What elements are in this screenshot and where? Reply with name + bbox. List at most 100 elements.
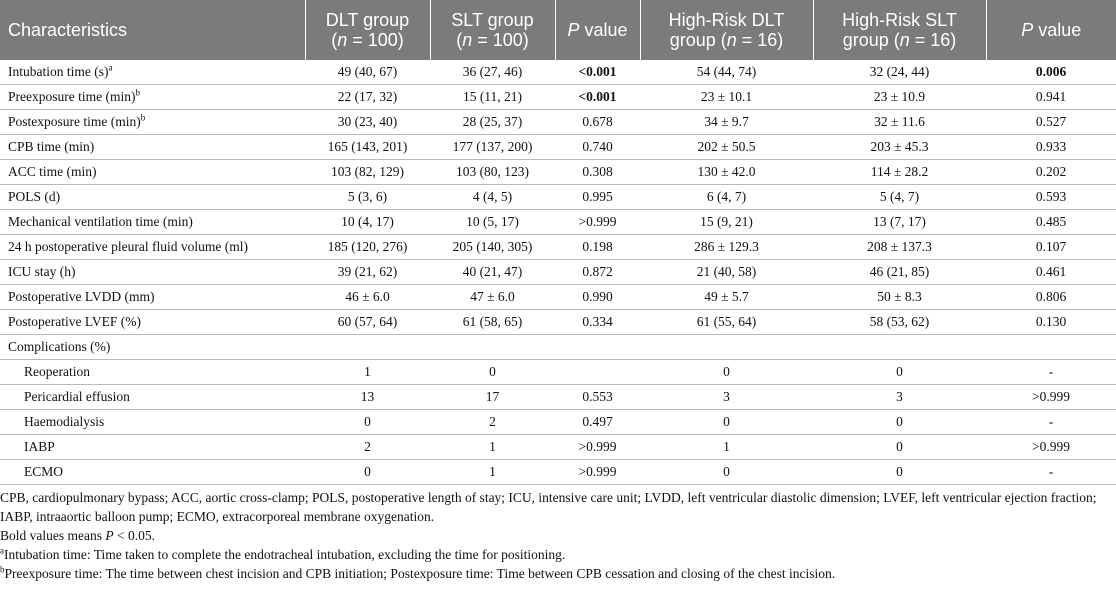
p-value-cell: 0.990 bbox=[555, 284, 640, 310]
row-label: Preexposure time (min)b bbox=[0, 84, 305, 110]
p-value-high-risk-cell: 0.806 bbox=[986, 284, 1116, 310]
dlt-group-cell: 39 (21, 62) bbox=[305, 259, 430, 285]
slt-group-cell: 1 bbox=[430, 434, 555, 460]
p-value-high-risk-cell: 0.527 bbox=[986, 109, 1116, 135]
table-row: IABP 2 1 >0.999 1 0 >0.999 bbox=[0, 434, 1116, 460]
slt-group-cell: 2 bbox=[430, 409, 555, 435]
high-risk-slt-cell: 114 ± 28.2 bbox=[813, 159, 986, 185]
high-risk-slt-cell: 208 ± 137.3 bbox=[813, 234, 986, 260]
dlt-group-cell: 165 (143, 201) bbox=[305, 134, 430, 160]
p-value-high-risk-cell: - bbox=[986, 359, 1116, 385]
table-row: Reoperation 1 0 0 0- bbox=[0, 359, 1116, 385]
table-footnotes: CPB, cardiopulmonary bypass; ACC, aortic… bbox=[0, 488, 1112, 583]
high-risk-dlt-cell: 286 ± 129.3 bbox=[640, 234, 813, 260]
dlt-group-cell: 46 ± 6.0 bbox=[305, 284, 430, 310]
high-risk-dlt-cell: 0 bbox=[640, 409, 813, 435]
row-label: 24 h postoperative pleural fluid volume … bbox=[0, 234, 305, 260]
slt-group-cell: 1 bbox=[430, 459, 555, 485]
row-label: POLS (d) bbox=[0, 184, 305, 210]
high-risk-dlt-cell: 49 ± 5.7 bbox=[640, 284, 813, 310]
table-row: POLS (d) 5 (3, 6) 4 (4, 5) 0.995 6 (4, 7) 5 (… bbox=[0, 184, 1116, 210]
high-risk-dlt-cell: 15 (9, 21) bbox=[640, 209, 813, 235]
dlt-group-cell: 2 bbox=[305, 434, 430, 460]
table-row: Intubation time (s)a 49 (40, 67) 36 (27, 4… bbox=[0, 60, 1116, 85]
header-row: Characteristics DLT group (n = 100) SLT g… bbox=[0, 0, 1116, 60]
p-value-cell: 0.995 bbox=[555, 184, 640, 210]
p-value-cell: >0.999 bbox=[555, 434, 640, 460]
high-risk-slt-cell: 0 bbox=[813, 359, 986, 385]
high-risk-slt-cell: 58 (53, 62) bbox=[813, 309, 986, 335]
high-risk-slt-cell: 32 ± 11.6 bbox=[813, 109, 986, 135]
table-row: Preexposure time (min)b 22 (17, 32) 15 (11… bbox=[0, 84, 1116, 110]
high-risk-slt-cell: 5 (4, 7) bbox=[813, 184, 986, 210]
dlt-group-cell: 0 bbox=[305, 409, 430, 435]
p-value-cell: 0.553 bbox=[555, 384, 640, 410]
high-risk-dlt-cell: 3 bbox=[640, 384, 813, 410]
table-row: Postexposure time (min)b 30 (23, 40) 28 (2… bbox=[0, 109, 1116, 135]
dlt-group-cell: 185 (120, 276) bbox=[305, 234, 430, 260]
high-risk-slt-cell: 0 bbox=[813, 459, 986, 485]
row-label: Postoperative LVDD (mm) bbox=[0, 284, 305, 310]
table-row: Postoperative LVDD (mm) 46 ± 6.0 47 ± 6.0 0… bbox=[0, 284, 1116, 310]
high-risk-dlt-cell: 61 (55, 64) bbox=[640, 309, 813, 335]
high-risk-dlt-cell: 54 (44, 74) bbox=[640, 60, 813, 85]
row-label: CPB time (min) bbox=[0, 134, 305, 160]
table-row: ACC time (min) 103 (82, 129) 103 (80, 123)… bbox=[0, 159, 1116, 185]
p-value-cell: 0.334 bbox=[555, 309, 640, 335]
header-slt-group: SLT group (n = 100) bbox=[430, 0, 556, 60]
p-value-high-risk-cell: 0.006 bbox=[986, 60, 1116, 85]
p-value-cell: <0.001 bbox=[555, 60, 640, 85]
row-label: Mechanical ventilation time (min) bbox=[0, 209, 305, 235]
bold-values-note: Bold values means P < 0.05. bbox=[0, 528, 155, 543]
high-risk-dlt-cell: 21 (40, 58) bbox=[640, 259, 813, 285]
results-table: Characteristics DLT group (n = 100) SLT g… bbox=[0, 0, 1116, 485]
p-value-high-risk-cell: 0.485 bbox=[986, 209, 1116, 235]
p-value-high-risk-cell: - bbox=[986, 409, 1116, 435]
p-value-cell: 0.497 bbox=[555, 409, 640, 435]
high-risk-slt-cell: 23 ± 10.9 bbox=[813, 84, 986, 110]
table-row: 24 h postoperative pleural fluid volume … bbox=[0, 234, 1116, 260]
slt-group-cell: 0 bbox=[430, 359, 555, 385]
dlt-group-cell: 1 bbox=[305, 359, 430, 385]
p-value-high-risk-cell: 0.202 bbox=[986, 159, 1116, 185]
high-risk-slt-cell: 32 (24, 44) bbox=[813, 60, 986, 85]
table-row: CPB time (min) 165 (143, 201) 177 (137, 20… bbox=[0, 134, 1116, 160]
row-label: Postoperative LVEF (%) bbox=[0, 309, 305, 335]
row-label: Reoperation bbox=[0, 359, 305, 385]
slt-group-cell: 4 (4, 5) bbox=[430, 184, 555, 210]
high-risk-slt-cell: 0 bbox=[813, 409, 986, 435]
high-risk-slt-cell: 50 ± 8.3 bbox=[813, 284, 986, 310]
p-value-cell: 0.740 bbox=[555, 134, 640, 160]
dlt-group-cell: 49 (40, 67) bbox=[305, 60, 430, 85]
header-high-risk-slt: High-Risk SLT group (n = 16) bbox=[813, 0, 987, 60]
header-dlt-group: DLT group (n = 100) bbox=[305, 0, 431, 60]
high-risk-dlt-cell: 130 ± 42.0 bbox=[640, 159, 813, 185]
high-risk-slt-cell: 0 bbox=[813, 434, 986, 460]
table-row: Haemodialysis 0 2 0.497 0 0- bbox=[0, 409, 1116, 435]
p-value-high-risk-cell: >0.999 bbox=[986, 384, 1116, 410]
p-value-high-risk-cell: >0.999 bbox=[986, 434, 1116, 460]
dlt-group-cell: 5 (3, 6) bbox=[305, 184, 430, 210]
row-label: ACC time (min) bbox=[0, 159, 305, 185]
table-row: Mechanical ventilation time (min) 10 (4, … bbox=[0, 209, 1116, 235]
dlt-group-cell: 0 bbox=[305, 459, 430, 485]
slt-group-cell: 61 (58, 65) bbox=[430, 309, 555, 335]
table-row: ECMO 0 1 >0.999 0 0- bbox=[0, 459, 1116, 485]
row-label: Pericardial effusion bbox=[0, 384, 305, 410]
footnote-a: aIntubation time: Time taken to complete… bbox=[0, 545, 566, 562]
slt-group-cell: 40 (21, 47) bbox=[430, 259, 555, 285]
p-value-high-risk-cell: 0.130 bbox=[986, 309, 1116, 335]
abbreviations-note: CPB, cardiopulmonary bypass; ACC, aortic… bbox=[0, 490, 1097, 524]
high-risk-dlt-cell: 0 bbox=[640, 459, 813, 485]
high-risk-dlt-cell: 23 ± 10.1 bbox=[640, 84, 813, 110]
dlt-group-cell: 22 (17, 32) bbox=[305, 84, 430, 110]
p-value-high-risk-cell: - bbox=[986, 459, 1116, 485]
dlt-group-cell: 30 (23, 40) bbox=[305, 109, 430, 135]
slt-group-cell: 103 (80, 123) bbox=[430, 159, 555, 185]
p-value-high-risk-cell: 0.461 bbox=[986, 259, 1116, 285]
row-label: ICU stay (h) bbox=[0, 259, 305, 285]
p-value-high-risk-cell: 0.593 bbox=[986, 184, 1116, 210]
row-label: Intubation time (s)a bbox=[0, 60, 305, 85]
p-value-cell: 0.198 bbox=[555, 234, 640, 260]
slt-group-cell: 15 (11, 21) bbox=[430, 84, 555, 110]
